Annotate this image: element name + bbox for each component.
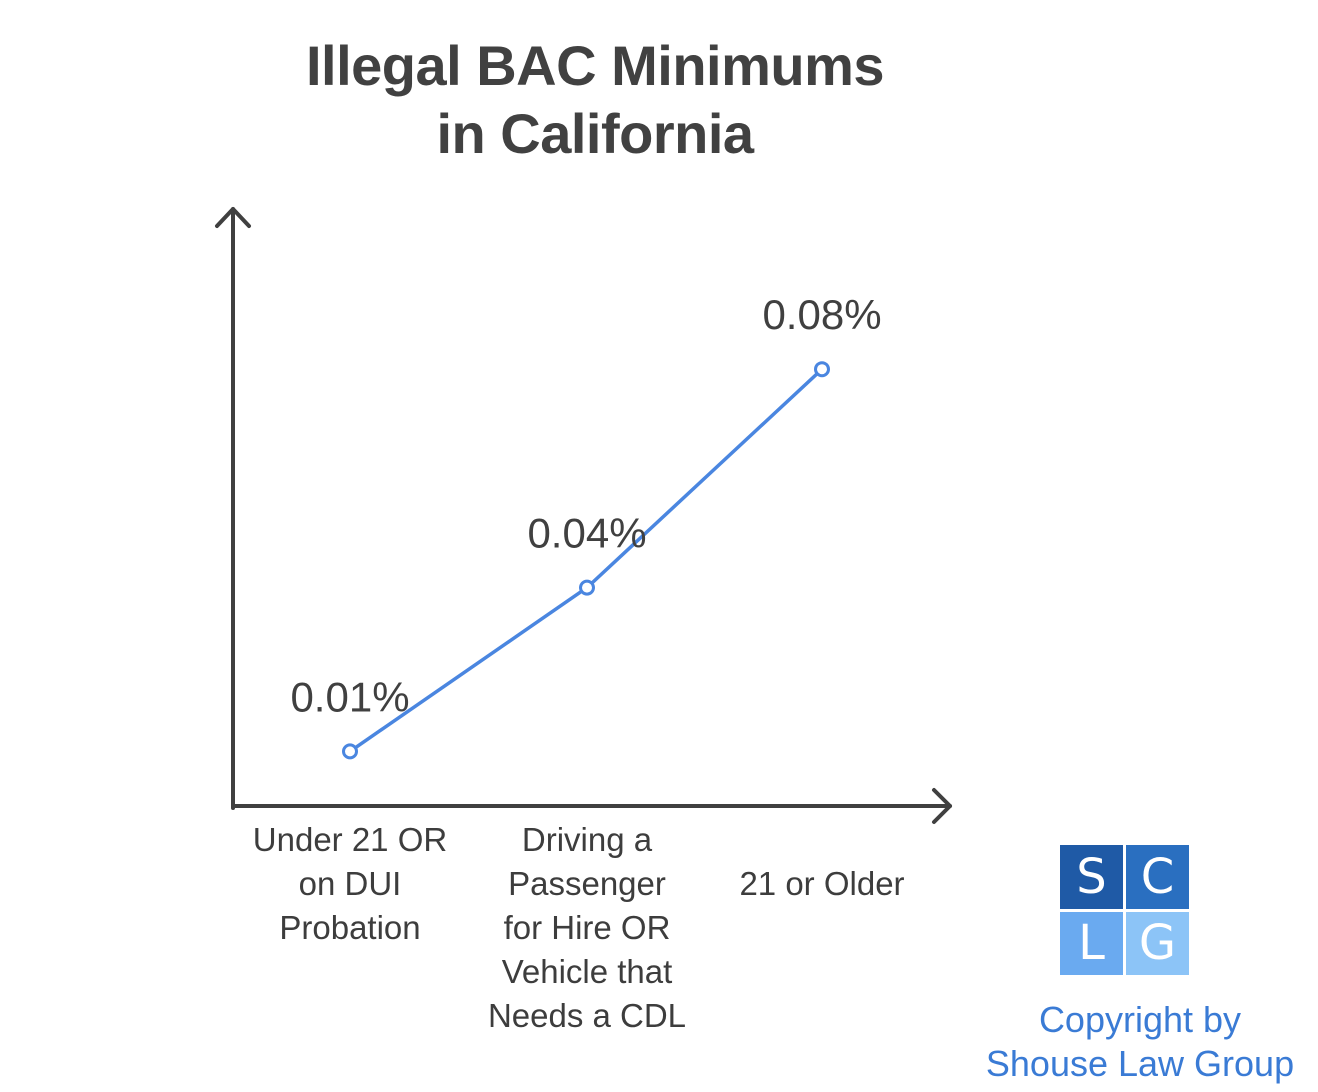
copyright-line-1: Copyright by <box>1038 999 1242 1040</box>
x-tick-label-2-line-3: for Hire OR <box>503 909 671 946</box>
data-label-1: 0.01% <box>290 673 409 720</box>
chart-title-line-1: Illegal BAC Minimums <box>305 34 885 97</box>
copyright-notice: Copyright by Shouse Law Group <box>975 998 1305 1086</box>
x-tick-label-2-line-2: Passenger <box>508 865 666 902</box>
logo-cell-s: S <box>1060 845 1123 909</box>
sclg-logo: S C L G <box>1060 845 1189 975</box>
x-tick-label-3-line-1: 21 or Older <box>739 865 905 902</box>
series-line <box>349 367 824 753</box>
y-axis-arrowhead <box>215 207 251 228</box>
logo-cell-c: C <box>1126 845 1189 909</box>
chart-title: Illegal BAC Minimums in California <box>240 32 950 168</box>
x-tick-label-2-line-1: Driving a <box>521 821 653 858</box>
logo-cell-g: G <box>1126 911 1189 975</box>
data-point-3 <box>814 361 830 378</box>
x-tick-label-1-line-3: Probation <box>279 909 421 946</box>
data-label-2: 0.04% <box>527 510 646 557</box>
x-tick-label-3: 21 or Older <box>707 862 937 906</box>
x-tick-label-1-line-2: on DUI <box>298 865 402 902</box>
data-labels: 0.01% 0.04% 0.08% <box>290 291 881 720</box>
chart-axes <box>215 207 952 824</box>
x-tick-label-2-line-4: Vehicle that <box>501 953 673 990</box>
x-tick-label-1: Under 21 OR on DUI Probation <box>235 818 465 950</box>
data-point-1 <box>342 743 358 760</box>
copyright-line-2: Shouse Law Group <box>985 1043 1295 1084</box>
data-points <box>342 361 830 760</box>
x-tick-label-2-line-5: Needs a CDL <box>487 997 687 1034</box>
logo-cell-l: L <box>1060 911 1123 975</box>
x-axis-arrowhead <box>932 788 952 824</box>
x-tick-label-1-line-1: Under 21 OR <box>252 821 448 858</box>
data-label-3: 0.08% <box>762 291 881 338</box>
chart-title-line-2: in California <box>436 102 754 165</box>
data-point-2 <box>579 579 595 596</box>
x-tick-label-2: Driving a Passenger for Hire OR Vehicle tha… <box>472 818 702 1038</box>
